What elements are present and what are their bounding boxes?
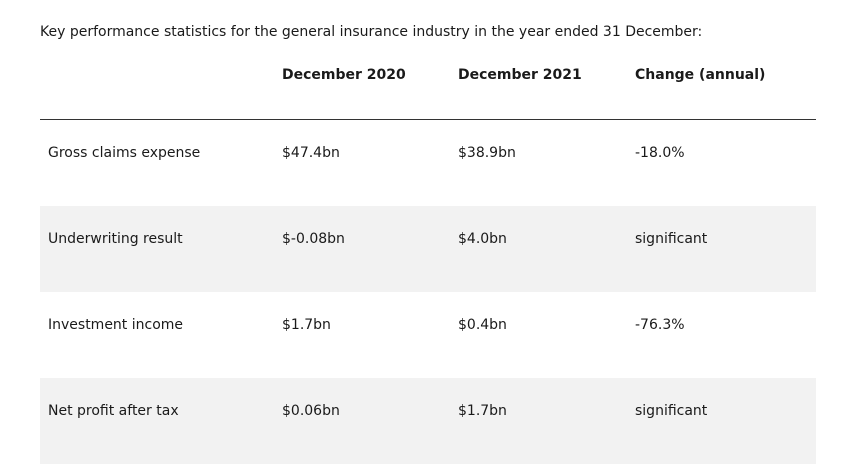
cell-dec-2021: $38.9bn [458,145,516,161]
table-header-row: December 2020 December 2021 Change (annu… [40,54,816,120]
header-dec-2021: December 2021 [450,54,627,120]
cell-change: significant [627,378,816,464]
cell-dec-2020: $47.4bn [282,145,340,161]
cell-change: -18.0% [635,145,685,161]
cell-dec-2021: $4.0bn [450,206,627,292]
cell-dec-2020: $-0.08bn [274,206,450,292]
cell-dec-2021: $1.7bn [450,378,627,464]
header-change-annual: Change (annual) [627,54,816,120]
table-row: Gross claims expense $47.4bn $38.9bn -18… [40,120,816,207]
cell-dec-2021: $0.4bn [458,317,507,333]
cell-dec-2020: $1.7bn [282,317,331,333]
insurance-stats-table: December 2020 December 2021 Change (annu… [40,54,816,464]
cell-change: significant [627,206,816,292]
table-row: Net profit after tax $0.06bn $1.7bn sign… [40,378,816,464]
row-label-net-profit-after-tax: Net profit after tax [40,378,274,464]
cell-dec-2020: $0.06bn [274,378,450,464]
table-row: Investment income $1.7bn $0.4bn -76.3% [40,292,816,378]
row-label-underwriting-result: Underwriting result [40,206,274,292]
header-label-column [40,54,274,120]
table-row: Underwriting result $-0.08bn $4.0bn sign… [40,206,816,292]
row-label-gross-claims: Gross claims expense [48,145,201,161]
intro-text: Key performance statistics for the gener… [40,24,703,40]
header-dec-2020: December 2020 [274,54,450,120]
cell-change: -76.3% [635,317,685,333]
row-label-investment-income: Investment income [48,317,184,333]
